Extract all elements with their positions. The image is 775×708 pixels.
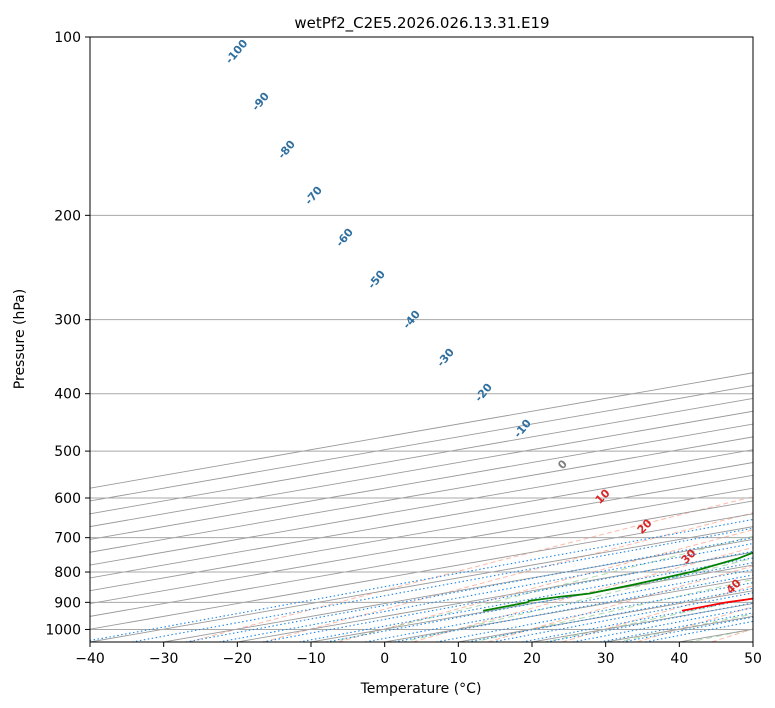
dry-adiabat-label: -20 — [472, 381, 495, 405]
isotherm — [458, 590, 753, 642]
isotherm — [163, 538, 753, 642]
x-tick-label: 10 — [449, 651, 467, 667]
plot-frame — [89, 36, 754, 643]
isotherm — [90, 372, 753, 489]
x-tick-label: −40 — [75, 651, 105, 667]
mixing-ratio-line — [394, 574, 753, 642]
dry-adiabat — [412, 546, 753, 642]
mixing-ratio-line — [218, 543, 753, 642]
mixing-ratio-line — [365, 569, 753, 642]
mixing-ratio-line — [299, 557, 753, 642]
isotherm — [90, 500, 753, 617]
isotherm — [90, 397, 753, 515]
mixing-ratio-line — [185, 537, 753, 642]
x-axis: −40 −30 −20 −10 0 10 20 30 40 50 — [75, 642, 762, 667]
x-tick-label: 30 — [597, 651, 615, 667]
dry-adiabat — [263, 512, 753, 642]
isotherm — [90, 385, 753, 502]
y-tick-label: 800 — [54, 565, 81, 581]
mixing-ratio-line — [90, 518, 753, 642]
isotherm — [90, 462, 753, 579]
x-tick-label: −20 — [223, 651, 253, 667]
chart-title: wetPf2_C2E5.2026.026.13.31.E19 — [294, 14, 549, 33]
y-axis: 100 200 300 400 500 600 700 800 900 1000 — [45, 30, 90, 638]
x-tick-label: 0 — [380, 651, 389, 667]
isotherm — [90, 513, 753, 630]
x-tick-label: −30 — [149, 651, 179, 667]
dry-adiabat-label: -40 — [400, 308, 423, 332]
y-tick-label: 500 — [54, 444, 81, 460]
y-tick-label: 700 — [54, 531, 81, 547]
x-tick-label: 20 — [523, 651, 541, 667]
isotherm — [90, 474, 753, 592]
x-axis-label: Temperature (°C) — [360, 681, 482, 697]
dry-adiabat — [487, 565, 753, 642]
moist-adiabat — [330, 535, 753, 642]
contour-labels: -100-90-80-70-60-50-40-30-20-100.10.20.4… — [223, 37, 744, 597]
y-tick-label: 100 — [54, 30, 81, 46]
isotherm — [90, 423, 753, 540]
dry-adiabat-label: -80 — [275, 138, 298, 162]
dry-adiabat-label: -50 — [365, 268, 388, 292]
x-tick-label: 50 — [744, 651, 762, 667]
isotherm — [310, 564, 753, 642]
y-tick-label: 200 — [54, 208, 81, 224]
mixing-ratio-line — [521, 597, 753, 642]
y-tick-label: 400 — [54, 387, 81, 403]
mixing-ratio-line — [262, 550, 753, 642]
isotherm — [90, 410, 753, 528]
moist-adiabat — [686, 628, 753, 642]
isotherm — [90, 487, 753, 604]
isotherm — [90, 526, 753, 642]
isotherm — [90, 436, 753, 553]
dry-adiabat — [711, 628, 753, 642]
x-tick-label: 40 — [670, 651, 688, 667]
moist-adiabat-label: 10 — [593, 486, 613, 506]
dry-adiabat — [338, 529, 753, 642]
y-tick-label: 900 — [54, 595, 81, 611]
dry-adiabat — [562, 585, 753, 642]
background-lines — [90, 214, 753, 642]
y-tick-label: 1000 — [45, 622, 81, 638]
y-tick-label: 600 — [54, 491, 81, 507]
dry-adiabat — [636, 606, 753, 642]
y-tick-label: 300 — [54, 313, 81, 329]
profile-line — [681, 597, 753, 612]
y-axis-label: Pressure (hPa) — [12, 289, 28, 389]
mixing-ratio-line — [492, 592, 753, 642]
dry-adiabat-label: -60 — [333, 226, 356, 250]
dry-adiabat-label: -70 — [302, 184, 325, 208]
moist-adiabat — [471, 578, 753, 642]
isotherm — [752, 641, 753, 642]
x-tick-label: −10 — [296, 651, 326, 667]
isotherm — [90, 449, 753, 566]
moist-adiabat-label: 0 — [555, 457, 570, 472]
mixing-ratio-line — [325, 562, 753, 642]
profile-curves — [482, 551, 753, 612]
dry-adiabat-label: -100 — [223, 37, 251, 67]
dry-adiabat-label: -90 — [249, 90, 272, 114]
isotherm — [384, 577, 753, 642]
moist-adiabat — [400, 557, 753, 642]
dry-adiabat-label: -30 — [434, 346, 457, 370]
mixing-ratio-line — [622, 616, 753, 642]
moist-adiabat — [542, 597, 753, 642]
profile-line — [482, 551, 753, 612]
